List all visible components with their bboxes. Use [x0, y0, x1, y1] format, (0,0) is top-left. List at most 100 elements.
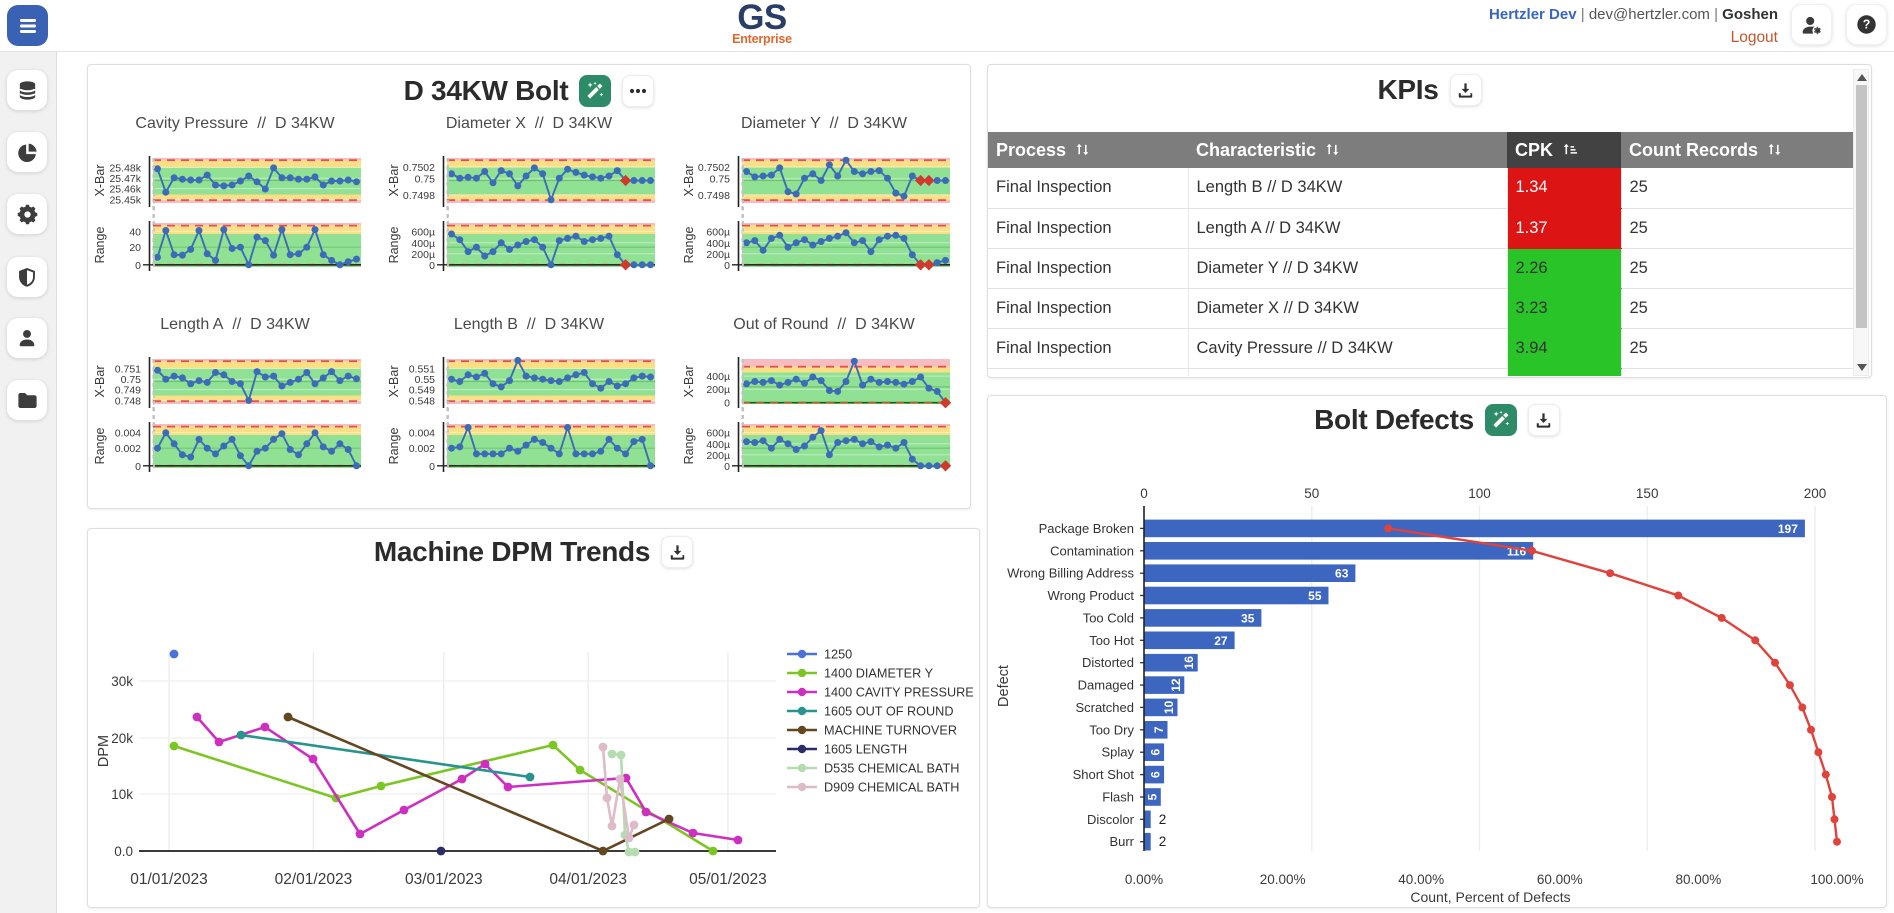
svg-text:1400 CAVITY PRESSURE: 1400 CAVITY PRESSURE	[824, 686, 974, 700]
svg-text:55: 55	[1308, 589, 1322, 603]
svg-text:5: 5	[1145, 793, 1159, 800]
svg-text:Too Hot: Too Hot	[1089, 633, 1134, 648]
svg-text:100: 100	[1468, 486, 1491, 501]
svg-text:200µ: 200µ	[411, 249, 435, 261]
svg-text:2: 2	[1159, 834, 1167, 849]
svg-text:Too Dry: Too Dry	[1089, 722, 1134, 737]
svg-text:200µ: 200µ	[706, 249, 730, 261]
svg-text:40: 40	[129, 226, 141, 238]
svg-text:Length A // D 34KW: Length A // D 34KW	[160, 316, 310, 333]
svg-text:X-Bar: X-Bar	[387, 165, 401, 197]
svg-text:0.75: 0.75	[121, 374, 142, 386]
svg-text:60.00%: 60.00%	[1537, 872, 1583, 887]
svg-text:0: 0	[429, 260, 435, 272]
svg-text:25.46k: 25.46k	[109, 184, 141, 196]
svg-text:0.549: 0.549	[409, 385, 435, 397]
svg-text:20k: 20k	[111, 731, 133, 746]
svg-text:Splay: Splay	[1101, 745, 1134, 760]
svg-text:1400 DIAMETER Y: 1400 DIAMETER Y	[824, 667, 934, 681]
svg-text:400µ: 400µ	[411, 238, 435, 250]
svg-text:Range: Range	[387, 428, 401, 465]
svg-text:40.00%: 40.00%	[1398, 872, 1444, 887]
svg-text:Out of Round // D 34KW: Out of Round // D 34KW	[733, 316, 915, 333]
svg-text:01/01/2023: 01/01/2023	[130, 871, 208, 888]
svg-text:0.7498: 0.7498	[698, 190, 730, 202]
svg-text:Count, Percent of Defects: Count, Percent of Defects	[1410, 889, 1570, 905]
svg-text:16: 16	[1182, 656, 1196, 670]
svg-text:0.7498: 0.7498	[403, 190, 435, 202]
svg-text:0.748: 0.748	[115, 395, 141, 407]
svg-text:1605 LENGTH: 1605 LENGTH	[824, 743, 907, 757]
svg-text:0.548: 0.548	[409, 395, 435, 407]
svg-text:0: 0	[724, 398, 730, 410]
svg-text:03/01/2023: 03/01/2023	[405, 871, 483, 888]
svg-text:12: 12	[1169, 678, 1183, 692]
svg-text:Cavity Pressure // D 34KW: Cavity Pressure // D 34KW	[135, 115, 335, 132]
svg-text:Range: Range	[682, 227, 696, 264]
svg-text:197: 197	[1778, 522, 1798, 536]
svg-text:0.00%: 0.00%	[1125, 872, 1163, 887]
svg-text:20.00%: 20.00%	[1260, 872, 1306, 887]
svg-text:X-Bar: X-Bar	[387, 366, 401, 398]
svg-text:0.751: 0.751	[115, 364, 141, 376]
svg-text:35: 35	[1241, 611, 1255, 625]
svg-text:Discolor: Discolor	[1087, 812, 1135, 827]
svg-text:0.75: 0.75	[415, 174, 436, 186]
svg-text:10k: 10k	[111, 787, 133, 802]
svg-text:Scratched: Scratched	[1075, 700, 1134, 715]
svg-text:X-Bar: X-Bar	[93, 366, 107, 398]
svg-text:X-Bar: X-Bar	[93, 165, 107, 197]
svg-text:0: 0	[724, 461, 730, 473]
svg-text:1605 OUT OF ROUND: 1605 OUT OF ROUND	[824, 705, 954, 719]
svg-text:Damaged: Damaged	[1078, 678, 1134, 693]
svg-text:Diameter X // D 34KW: Diameter X // D 34KW	[446, 115, 613, 132]
svg-text:200µ: 200µ	[706, 384, 730, 396]
svg-text:25.45k: 25.45k	[109, 194, 141, 206]
svg-text:100.00%: 100.00%	[1810, 872, 1863, 887]
svg-text:?: ?	[1863, 18, 1871, 32]
svg-text:Range: Range	[93, 227, 107, 264]
svg-text:30k: 30k	[111, 674, 133, 689]
svg-text:25.47k: 25.47k	[109, 173, 141, 185]
svg-text:0: 0	[135, 461, 141, 473]
svg-text:0.55: 0.55	[415, 374, 436, 386]
svg-text:Too Cold: Too Cold	[1083, 610, 1134, 625]
svg-text:10: 10	[1162, 700, 1176, 714]
svg-text:0.75: 0.75	[710, 174, 731, 186]
svg-text:Diameter Y // D 34KW: Diameter Y // D 34KW	[741, 115, 908, 132]
svg-text:50: 50	[1304, 486, 1319, 501]
svg-text:Wrong Product: Wrong Product	[1048, 588, 1135, 603]
svg-text:0: 0	[1140, 486, 1148, 501]
svg-text:2: 2	[1159, 812, 1167, 827]
svg-text:Range: Range	[387, 227, 401, 264]
svg-text:0.749: 0.749	[115, 385, 141, 397]
svg-text:80.00%: 80.00%	[1676, 872, 1722, 887]
svg-text:200µ: 200µ	[706, 450, 730, 462]
svg-text:Flash: Flash	[1102, 790, 1134, 805]
svg-text:400µ: 400µ	[706, 439, 730, 451]
svg-text:6: 6	[1149, 771, 1163, 778]
svg-text:27: 27	[1214, 634, 1228, 648]
svg-text:63: 63	[1335, 567, 1349, 581]
svg-text:02/01/2023: 02/01/2023	[275, 871, 353, 888]
svg-text:0.002: 0.002	[409, 443, 435, 455]
svg-text:20: 20	[129, 242, 141, 254]
svg-text:0.551: 0.551	[409, 364, 435, 376]
svg-text:Contamination: Contamination	[1050, 543, 1134, 558]
svg-text:0.7502: 0.7502	[698, 162, 730, 174]
svg-text:Range: Range	[682, 428, 696, 465]
svg-text:Short Shot: Short Shot	[1073, 767, 1135, 782]
svg-text:0.0: 0.0	[114, 844, 133, 859]
svg-text:Defect: Defect	[996, 665, 1012, 707]
svg-text:0.004: 0.004	[115, 427, 141, 439]
svg-text:600µ: 600µ	[706, 427, 730, 439]
svg-text:D535 CHEMICAL BATH: D535 CHEMICAL BATH	[824, 762, 959, 776]
svg-text:1250: 1250	[824, 648, 852, 662]
svg-text:X-Bar: X-Bar	[682, 165, 696, 197]
svg-text:400µ: 400µ	[706, 238, 730, 250]
svg-text:0: 0	[429, 461, 435, 473]
svg-text:Length B // D 34KW: Length B // D 34KW	[454, 316, 605, 333]
svg-text:6: 6	[1149, 749, 1163, 756]
svg-text:25.48k: 25.48k	[109, 163, 141, 175]
svg-text:D909 CHEMICAL BATH: D909 CHEMICAL BATH	[824, 781, 959, 795]
